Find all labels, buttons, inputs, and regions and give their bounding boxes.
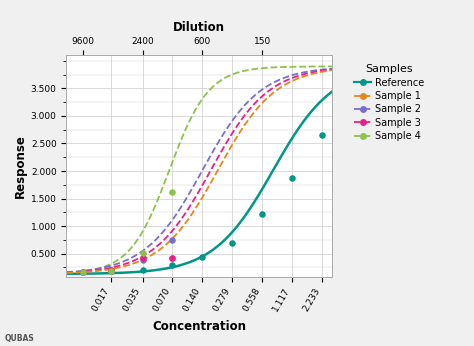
Point (169, 189, 176, 195)
Point (108, 267, 115, 273)
X-axis label: Concentration: Concentration (152, 320, 246, 334)
Point (169, 255, 176, 260)
Point (139, 267, 146, 272)
Point (139, 255, 146, 261)
X-axis label: Dilution: Dilution (173, 21, 225, 34)
Y-axis label: Response: Response (14, 134, 27, 198)
Text: QUBAS: QUBAS (5, 334, 35, 343)
Point (139, 257, 146, 263)
Point (108, 268, 115, 274)
Point (108, 268, 115, 273)
Point (139, 250, 146, 255)
Point (169, 255, 176, 261)
Point (169, 237, 176, 243)
Point (139, 255, 146, 260)
Point (108, 267, 115, 272)
Point (318, 133, 326, 138)
Point (79, 269, 86, 275)
Point (79, 269, 86, 275)
Point (79, 269, 86, 275)
Point (79, 270, 86, 275)
Point (79, 269, 86, 275)
Point (108, 268, 115, 273)
Point (169, 262, 176, 267)
Point (258, 211, 266, 217)
Legend: Reference, Sample 1, Sample 2, Sample 3, Sample 4: Reference, Sample 1, Sample 2, Sample 3,… (350, 60, 428, 145)
Point (199, 254, 206, 260)
Point (288, 175, 296, 180)
Point (228, 240, 236, 245)
